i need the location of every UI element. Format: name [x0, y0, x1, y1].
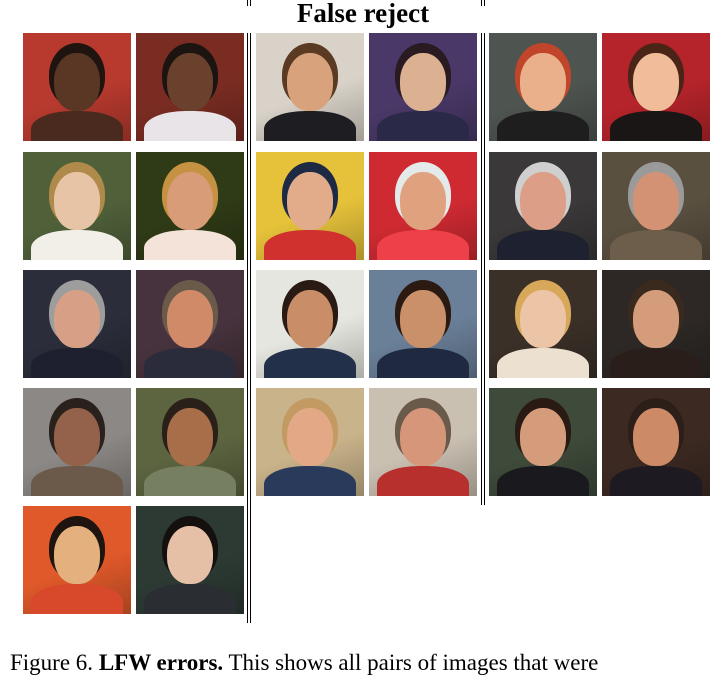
- face-photo: [369, 33, 477, 141]
- face-photo: [602, 388, 710, 496]
- face-photo: [136, 33, 244, 141]
- figure-title: False reject: [296, 0, 430, 28]
- face-photo: [23, 506, 131, 614]
- caption-text: This shows all pairs of images that were: [228, 650, 599, 675]
- face-photo: [136, 506, 244, 614]
- face-photo: [136, 270, 244, 378]
- face-photo: [369, 152, 477, 260]
- caption-bold: LFW errors.: [98, 650, 224, 675]
- face-photo: [136, 152, 244, 260]
- title-left-rule: [247, 0, 251, 6]
- face-photo: [602, 152, 710, 260]
- face-photo: [369, 388, 477, 496]
- face-photo: [256, 388, 364, 496]
- face-photo: [489, 33, 597, 141]
- face-photo: [136, 388, 244, 496]
- face-photo: [256, 152, 364, 260]
- face-photo: [23, 152, 131, 260]
- title-right-rule: [481, 0, 485, 6]
- face-photo: [23, 270, 131, 378]
- face-photo: [23, 388, 131, 496]
- column-divider-left: [247, 33, 251, 623]
- face-photo: [369, 270, 477, 378]
- caption-prefix: Figure 6.: [10, 650, 94, 675]
- figure-caption: Figure 6. LFW errors. This shows all pai…: [10, 648, 726, 678]
- face-photo: [602, 33, 710, 141]
- face-photo: [602, 270, 710, 378]
- column-divider-right: [481, 33, 485, 505]
- face-photo: [489, 152, 597, 260]
- face-photo: [256, 33, 364, 141]
- face-photo: [489, 388, 597, 496]
- face-photo: [489, 270, 597, 378]
- face-photo: [256, 270, 364, 378]
- face-photo: [23, 33, 131, 141]
